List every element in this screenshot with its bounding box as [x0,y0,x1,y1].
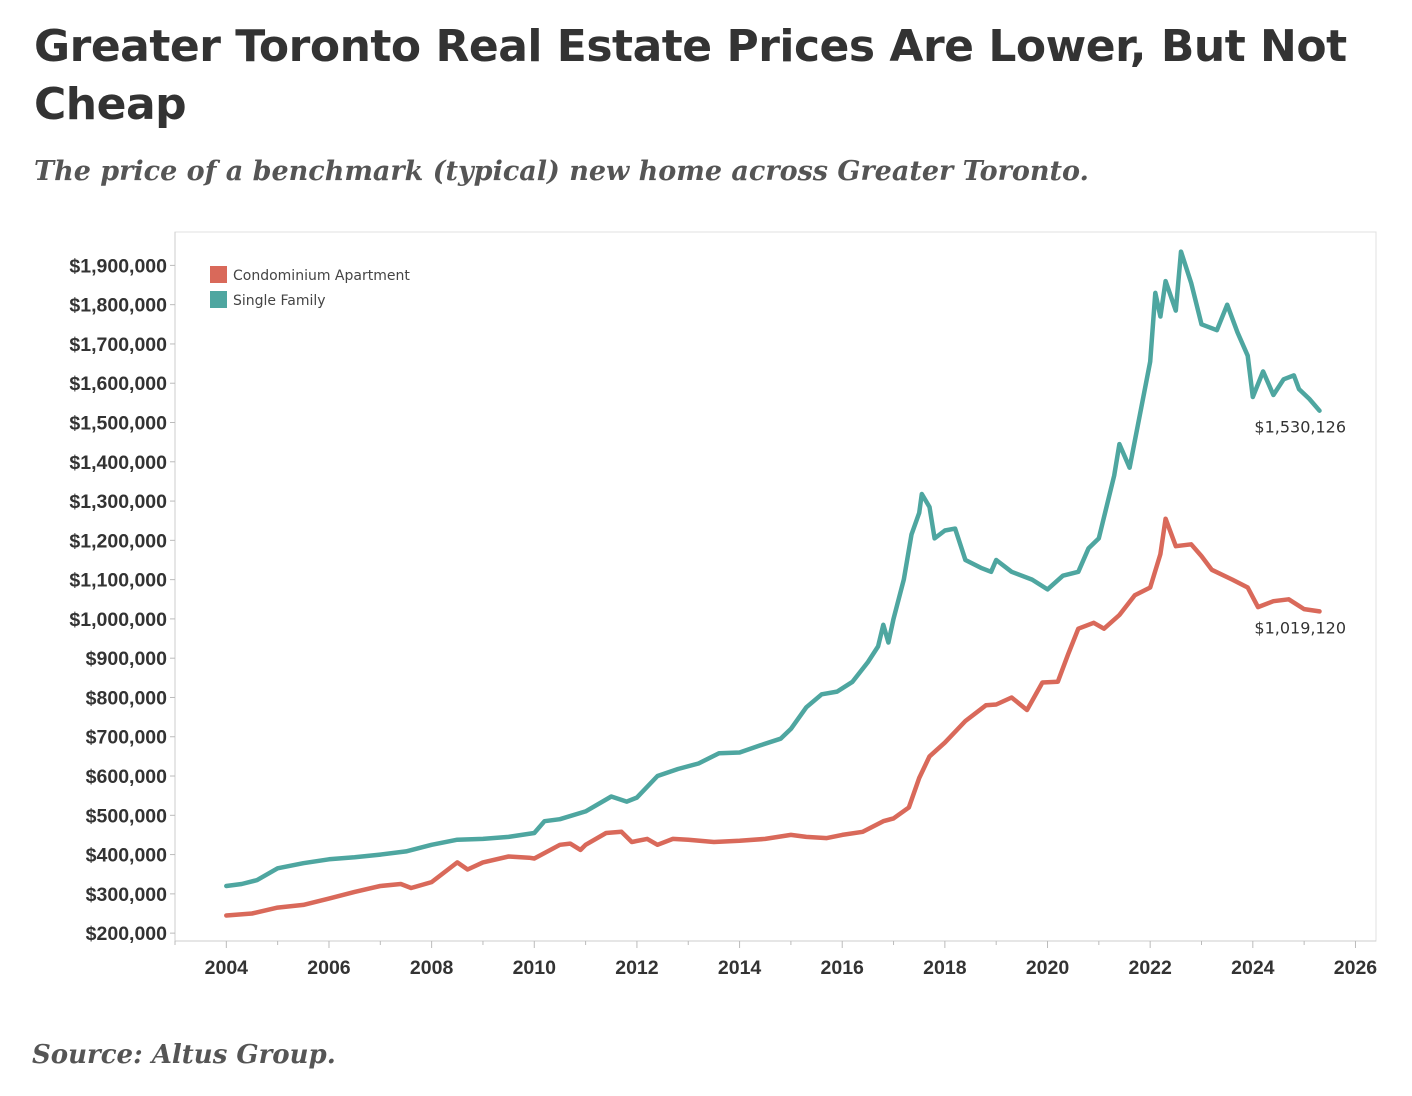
x-tick-label: 2010 [513,957,557,979]
plot-frame [174,231,1377,942]
y-axis-ticks: $200,000 $300,000 $400,000 $500,000 $600,000… [69,255,175,945]
y-tick-label: $700,000 [86,727,167,749]
x-tick-label: 2006 [307,957,351,979]
x-tick-label: 2026 [1334,957,1378,979]
series-layer [224,249,1322,918]
end-value-label-single-family: $1,530,126 [1254,418,1346,437]
y-tick-label: $600,000 [86,766,167,788]
chart-subtitle: The price of a benchmark (typical) new h… [34,156,1089,187]
legend-label-single-family: Single Family [233,293,326,309]
end-value-label-condo: $1,019,120 [1254,618,1346,637]
y-tick-label: $1,100,000 [69,570,167,592]
y-tick-label: $800,000 [86,687,167,709]
y-tick-label: $1,500,000 [69,413,167,435]
x-tick-label: 2014 [718,957,762,979]
x-tick-label: 2016 [821,957,865,979]
y-tick-label: $1,900,000 [69,255,167,277]
y-tick-label: $1,200,000 [69,530,167,552]
x-tick-label: 2004 [205,957,249,979]
series-line-single-family [224,249,1322,889]
chart-title: Greater Toronto Real Estate Prices Are L… [34,21,1347,130]
legend-swatch-single-family [210,291,227,308]
end-labels: $1,019,120 $1,530,126 [1254,418,1346,638]
y-tick-label: $300,000 [86,884,167,906]
x-tick-label: 2020 [1026,957,1070,979]
y-tick-label: $1,600,000 [69,373,167,395]
x-tick-label: 2024 [1231,957,1275,979]
x-tick-label: 2012 [615,957,659,979]
legend-label-condo: Condominium Apartment [233,268,410,284]
line-chart: $200,000 $300,000 $400,000 $500,000 $600,000… [69,231,1378,979]
x-tick-label: 2018 [923,957,967,979]
y-tick-label: $400,000 [86,845,167,867]
y-tick-label: $900,000 [86,648,167,670]
source-note: Source: Altus Group. [32,1040,336,1070]
y-tick-label: $1,300,000 [69,491,167,513]
legend: Condominium Apartment Single Family [210,266,410,309]
y-tick-label: $1,400,000 [69,452,167,474]
legend-swatch-condo [210,266,227,283]
y-tick-label: $1,700,000 [69,334,167,356]
y-tick-label: $500,000 [86,805,167,827]
y-tick-label: $1,800,000 [69,295,167,317]
y-tick-label: $1,000,000 [69,609,167,631]
x-axis-ticks: 2004 2006 2008 2010 2012 2014 2016 2018 2020 2022… [174,941,1378,979]
x-tick-label: 2008 [410,957,454,979]
series-line-condo [224,516,1322,918]
x-tick-label: 2022 [1128,957,1172,979]
y-tick-label: $200,000 [86,923,167,945]
